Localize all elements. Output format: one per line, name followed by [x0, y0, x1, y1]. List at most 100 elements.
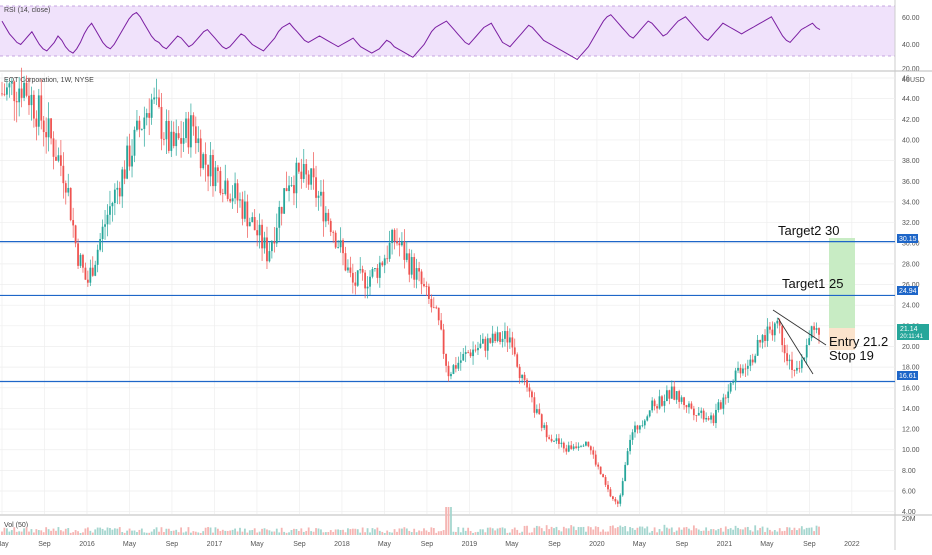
candle-body — [538, 409, 541, 415]
volume-bar — [719, 527, 722, 535]
candle-body — [320, 191, 322, 196]
candle-body — [364, 272, 367, 289]
volume-bar — [140, 528, 143, 535]
x-tick-label: 2016 — [79, 541, 95, 548]
volume-bar — [749, 530, 752, 535]
volume-bar — [499, 527, 501, 535]
trendline-lower[interactable] — [777, 317, 814, 375]
volume-bar — [543, 531, 546, 535]
volume-bar — [231, 529, 234, 535]
volume-bar — [599, 531, 602, 535]
price-panel[interactable]: EQT Corporation, 1W, NYSE USD 46 Target2… — [0, 67, 929, 516]
candle-body — [732, 382, 735, 384]
annotation-target2: Target2 30 — [778, 223, 839, 238]
volume-bar — [636, 527, 639, 535]
rsi-tick-40: 40.00 — [902, 42, 920, 49]
volume-bar — [773, 530, 776, 535]
volume-bar — [170, 530, 173, 535]
candle-body — [354, 282, 357, 286]
volume-bar — [72, 532, 75, 535]
candle-body — [641, 425, 644, 427]
volume-bar — [30, 529, 33, 535]
candle-body — [678, 391, 681, 402]
volume-bar — [214, 527, 217, 535]
rsi-panel: RSI (14, close) 60.00 40.00 20.00 — [0, 5, 920, 73]
candle-body — [499, 332, 501, 342]
candle-body — [300, 171, 303, 179]
candle-body — [145, 113, 148, 118]
volume-bar — [744, 527, 747, 535]
candle-body — [793, 370, 796, 371]
candle-body — [270, 241, 273, 252]
candle-body — [42, 120, 45, 133]
volume-bar — [293, 528, 295, 535]
volume-bar — [415, 532, 418, 535]
volume-bar — [47, 529, 50, 535]
candle-body — [440, 320, 443, 330]
volume-bar — [751, 531, 754, 535]
candle-body — [501, 338, 504, 342]
x-axis[interactable]: May Sep 2016 May Sep 2017 May Sep 2018 May Sep 2019… — [0, 541, 860, 548]
volume-bar — [165, 528, 168, 535]
candle-body — [342, 240, 344, 254]
candle-body — [226, 180, 229, 199]
volume-bar — [74, 530, 77, 535]
volume-bar — [403, 527, 406, 535]
candle-body — [781, 325, 784, 346]
volume-bar — [307, 527, 310, 535]
candle-body — [8, 83, 11, 88]
candle-body — [153, 97, 156, 100]
support-tag — [897, 371, 918, 380]
volume-bar — [50, 530, 52, 535]
candle-body — [89, 267, 92, 283]
volume-bar — [486, 527, 489, 535]
x-tick-label: 2021 — [717, 541, 733, 548]
candle-body — [376, 268, 379, 278]
candle-body — [25, 82, 28, 96]
candle-body — [604, 477, 607, 485]
volume-bar — [332, 531, 335, 535]
volume-bar — [688, 528, 690, 535]
volume-bar — [194, 531, 197, 535]
trendline-upper[interactable] — [772, 309, 827, 346]
volume-bar — [570, 525, 573, 535]
volume-bar — [197, 532, 200, 535]
volume-bar — [209, 527, 212, 535]
volume-bar — [496, 528, 499, 535]
volume-bar — [776, 531, 779, 535]
x-tick-label: May — [378, 541, 392, 548]
volume-bar — [77, 531, 79, 535]
candle-body — [344, 253, 347, 271]
candle-body — [113, 189, 116, 203]
volume-bar — [229, 530, 232, 535]
volume-bar — [121, 531, 124, 535]
candle-body — [489, 338, 492, 343]
candle-body — [32, 94, 35, 119]
volume-bar — [815, 525, 818, 535]
volume-bar — [185, 531, 187, 535]
volume-bar — [634, 529, 636, 535]
candle-body — [474, 349, 477, 351]
candle-body — [437, 307, 440, 321]
volume-bar — [344, 532, 347, 535]
candle-body — [464, 352, 467, 354]
candle-body — [371, 269, 374, 277]
candle-body — [656, 406, 658, 409]
volume-bar — [256, 532, 259, 535]
price-tick-label: 26.00 — [902, 282, 920, 289]
candle-body — [109, 206, 111, 215]
candle-body — [759, 339, 762, 343]
candle-body — [616, 501, 619, 504]
trendlines — [772, 309, 827, 375]
candle-body — [629, 439, 631, 452]
volume-bar — [523, 525, 526, 535]
candle-body — [334, 232, 337, 248]
candle-body — [86, 279, 89, 283]
volume-bar — [435, 532, 438, 535]
volume-bar — [656, 532, 658, 535]
volume-bar — [148, 532, 151, 535]
volume-bar — [430, 527, 433, 535]
horizontal-levels — [0, 241, 895, 383]
volume-bar — [425, 530, 428, 535]
candle-body — [467, 352, 470, 353]
